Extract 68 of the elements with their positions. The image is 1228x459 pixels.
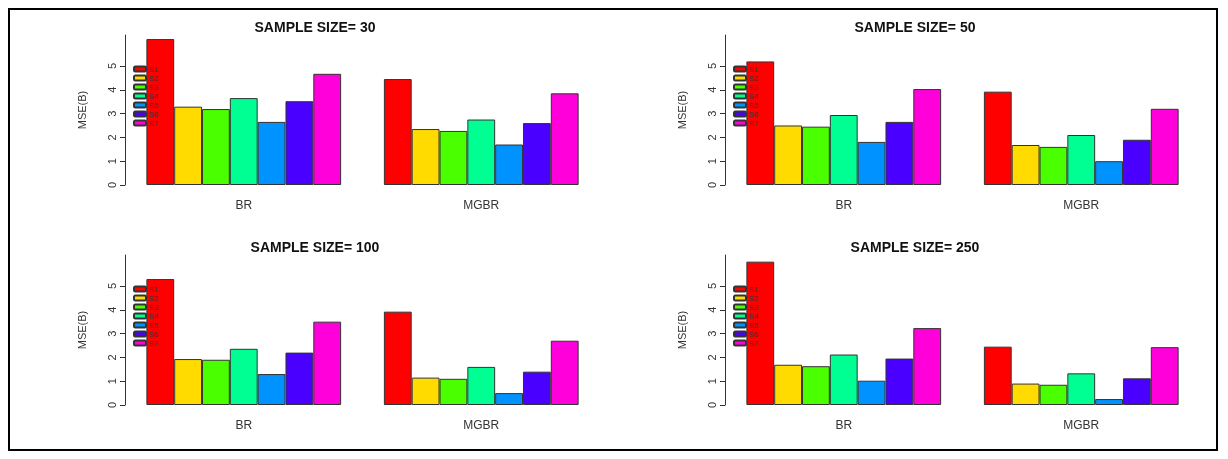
y-tick-label: 2 [105,354,118,361]
legend-label: S7 [149,118,160,128]
legend-label: S7 [749,118,760,128]
y-tick-label: 3 [705,110,718,117]
x-tick-label: BR [235,418,253,432]
y-tick-label: 4 [705,306,718,313]
legend-label: S6 [149,329,160,339]
y-axis-title: MSE(B) [75,310,88,350]
y-axis-title: MSE(B) [675,90,688,130]
y-tick-label: 5 [105,62,118,70]
y-tick-label: 0 [705,401,718,409]
y-tick-label: 3 [105,330,118,337]
y-tick-label: 1 [105,378,118,385]
x-tick-label: BR [835,418,853,432]
legend-label: S5 [749,320,760,330]
legend-label: S6 [749,109,760,119]
y-tick-label: 0 [705,181,718,189]
x-tick-label: BR [235,198,253,212]
legend-label: S3 [149,82,160,92]
legend-label: S5 [149,320,160,330]
legend-label: S7 [749,338,760,348]
y-tick-label: 3 [705,330,718,337]
y-tick-label: 0 [105,181,118,189]
chart-title: SAMPLE SIZE= 250 [850,239,980,255]
legend-label: S4 [149,311,160,321]
legend-label: S4 [749,91,760,101]
y-tick-label: 5 [705,62,718,70]
y-tick-label: 0 [105,401,118,409]
legend-label: S3 [149,302,160,312]
legend-label: S6 [749,329,760,339]
legend-label: S2 [749,73,760,83]
legend-label: S1 [749,284,760,294]
x-tick-label: MGBR [1063,418,1100,432]
x-tick-label: MGBR [463,418,500,432]
y-tick-label: 5 [105,282,118,290]
legend-label: S2 [149,293,160,303]
y-tick-label: 2 [105,134,118,141]
y-tick-label: 1 [105,158,118,165]
legend-label: S3 [749,82,760,92]
y-tick-label: 1 [705,158,718,165]
legend-label: S1 [149,64,160,74]
chart-title: SAMPLE SIZE= 50 [854,19,976,35]
legend-label: S3 [749,302,760,312]
y-tick-label: 1 [705,378,718,385]
legend-label: S1 [149,284,160,294]
legend-label: S4 [149,91,160,101]
x-tick-label: MGBR [1063,198,1100,212]
y-axis-title: MSE(B) [675,310,688,350]
y-tick-label: 4 [705,86,718,93]
legend-label: S5 [149,100,160,110]
x-tick-label: MGBR [463,198,500,212]
legend-label: S7 [149,338,160,348]
legend-label: S1 [749,64,760,74]
legend-label: S2 [749,293,760,303]
y-axis-title: MSE(B) [75,90,88,130]
legend-label: S2 [149,73,160,83]
y-tick-label: 2 [705,354,718,361]
legend-label: S6 [149,109,160,119]
legend-label: S5 [749,100,760,110]
chart-title: SAMPLE SIZE= 100 [250,239,380,255]
y-tick-label: 4 [105,306,118,313]
chart-title: SAMPLE SIZE= 30 [254,19,376,35]
x-tick-label: BR [835,198,853,212]
y-tick-label: 4 [105,86,118,93]
y-tick-label: 3 [105,110,118,117]
legend-label: S4 [749,311,760,321]
y-tick-label: 5 [705,282,718,290]
y-tick-label: 2 [705,134,718,141]
